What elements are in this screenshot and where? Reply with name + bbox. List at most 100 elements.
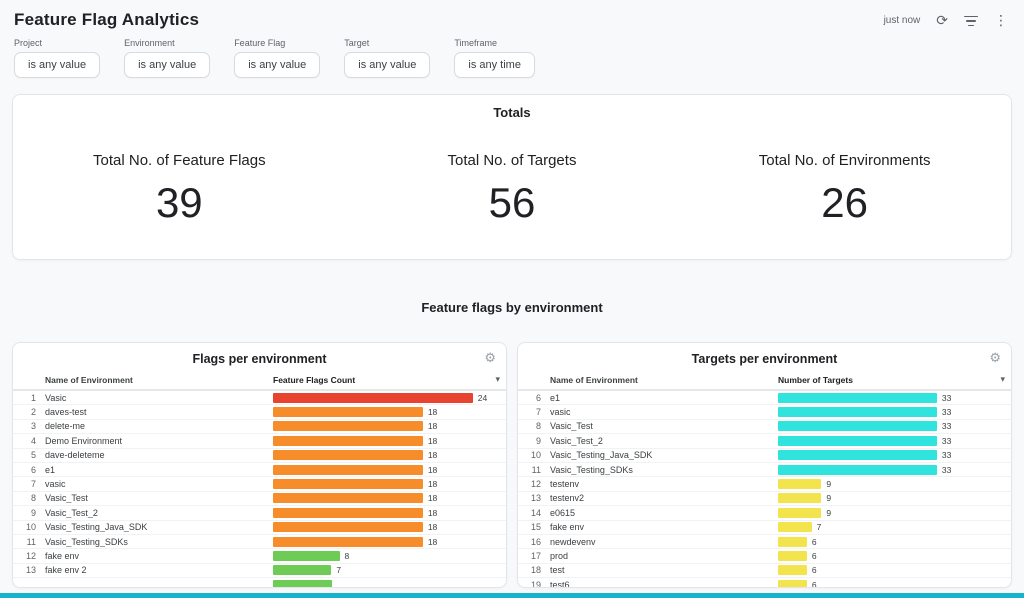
charts-row: Flags per environment ⚙ Name of Environm… [12, 342, 1012, 588]
row-index: 13 [530, 493, 541, 504]
value-bar [778, 507, 822, 518]
table-row: 19 test6 6 [518, 578, 1011, 588]
bar-value-label: 18 [427, 522, 438, 533]
stat-value: 39 [155, 179, 203, 226]
row-index: 5 [30, 450, 36, 461]
filter-bar: Project is any value Environment is any … [0, 32, 1024, 78]
table-row: 3 delete-me 18 [13, 420, 506, 435]
environment-name: e0615 [550, 507, 576, 518]
table-row: 12 fake env 8 [13, 549, 506, 564]
filter-icon[interactable] [964, 14, 978, 27]
environment-name: Vasic_Testing_Java_SDK [45, 522, 148, 533]
row-index: 12 [25, 550, 36, 561]
row-index: 10 [25, 522, 36, 533]
sort-chevron-icon[interactable]: ▾ [495, 374, 500, 384]
value-bar [273, 407, 423, 418]
value-bar [273, 507, 423, 518]
environment-name: delete-me [45, 421, 86, 432]
sort-chevron-icon[interactable]: ▾ [1000, 374, 1005, 384]
filter-chip-target[interactable]: is any value [344, 52, 431, 78]
row-index: 8 [535, 421, 541, 432]
value-bar [273, 522, 423, 533]
table-row: 15 fake env 7 [518, 521, 1011, 535]
table-row: 14 e0615 9 [518, 506, 1011, 521]
stat-label: Total No. of Environments [758, 152, 931, 169]
environment-name: test [550, 565, 565, 576]
stat-targets: Total No. of Targets 56 [347, 152, 676, 227]
value-bar [273, 421, 423, 432]
chart-title: Targets per environment [691, 352, 838, 366]
column-header-name: Name of Environment [45, 374, 133, 385]
value-bar [778, 536, 807, 547]
value-bar [778, 407, 937, 418]
bar-value-label: 33 [941, 464, 952, 475]
row-index: 12 [530, 479, 541, 490]
environment-name: Demo Environment [45, 435, 123, 446]
environment-name: testenv [550, 479, 580, 490]
environment-name: Vasic_Test_2 [550, 435, 603, 446]
table-row: 2 daves-test 18 [13, 405, 506, 420]
stat-environments: Total No. of Environments 26 [680, 152, 1009, 227]
value-bar [273, 464, 423, 475]
bottom-accent-strip [0, 593, 1024, 598]
filter-chip-environment[interactable]: is any value [124, 52, 211, 78]
filter-label: Project [14, 38, 43, 48]
value-bar [273, 565, 332, 576]
bar-value-label: 6 [811, 536, 817, 547]
value-bar [273, 392, 473, 403]
totals-stats: Total No. of Feature Flags 39 Total No. … [13, 152, 1011, 227]
table-row: 11 Vasic_Testing_SDKs 33 [518, 463, 1011, 478]
table-row: 9 Vasic_Test_2 18 [13, 506, 506, 521]
environment-name: fake env 2 [45, 565, 87, 576]
flags-per-environment-card: Flags per environment ⚙ Name of Environm… [12, 342, 507, 588]
bar-value-label: 9 [826, 479, 832, 490]
bar-value-label: 9 [826, 493, 832, 504]
chart-title: Flags per environment [192, 352, 327, 366]
value-bar [273, 435, 423, 446]
environment-name: prod [550, 550, 569, 561]
value-bar [778, 493, 822, 504]
filter-chip-timeframe[interactable]: is any time [454, 52, 535, 78]
gear-icon[interactable]: ⚙ [484, 350, 496, 365]
section-title: Feature flags by environment [421, 300, 603, 315]
environment-name: Vasic_Testing_SDKs [550, 464, 633, 475]
bar-value-label: 18 [427, 450, 438, 461]
table-row: 6 e1 18 [13, 463, 506, 478]
refresh-icon[interactable]: ⟳ [936, 12, 948, 28]
row-index: 11 [26, 536, 36, 547]
bar-value-label: 7 [336, 565, 342, 576]
gear-icon[interactable]: ⚙ [989, 350, 1001, 365]
row-index: 19 [530, 579, 541, 588]
bar-value-label: 7 [816, 522, 822, 533]
row-index: 16 [530, 536, 541, 547]
row-index: 10 [530, 450, 541, 461]
bar-value-label: 18 [427, 536, 438, 547]
row-index: 6 [30, 464, 36, 475]
table-body: 6 e1 33 7 vasic 33 8 Vasic_Test 33 9 Vasic_Test_2 3… [518, 391, 1011, 588]
value-bar [273, 450, 423, 461]
table-row: 6 e1 33 [518, 391, 1011, 406]
bar-value-label: 6 [811, 550, 817, 561]
environment-name: Vasic_Test [45, 493, 88, 504]
environment-name: vasic [550, 407, 571, 418]
value-bar [273, 550, 340, 561]
filter-chip-feature-flag[interactable]: is any value [234, 52, 321, 78]
bar-value-label: 9 [826, 507, 832, 518]
row-index: 7 [30, 479, 36, 490]
bar-value-label: 18 [427, 479, 438, 490]
filter-target: Target is any value [344, 38, 431, 78]
value-bar [273, 493, 423, 504]
environment-name: e1 [550, 392, 561, 403]
targets-per-environment-card: Targets per environment ⚙ Name of Enviro… [517, 342, 1012, 588]
environment-name: Vasic_Test_2 [45, 507, 98, 518]
table-row: 7 vasic 18 [13, 477, 506, 492]
more-menu-icon[interactable]: ⋮ [994, 12, 1008, 28]
bar-value-label: 18 [427, 507, 438, 518]
filter-chip-project[interactable]: is any value [14, 52, 101, 78]
top-bar: Feature Flag Analytics just now ⟳ ⋮ [0, 0, 1024, 32]
row-index: 9 [535, 435, 541, 446]
bar-value-label: 33 [941, 435, 952, 446]
bar-value-label: 33 [941, 421, 952, 432]
top-bar-actions: just now ⟳ ⋮ [884, 13, 1008, 27]
